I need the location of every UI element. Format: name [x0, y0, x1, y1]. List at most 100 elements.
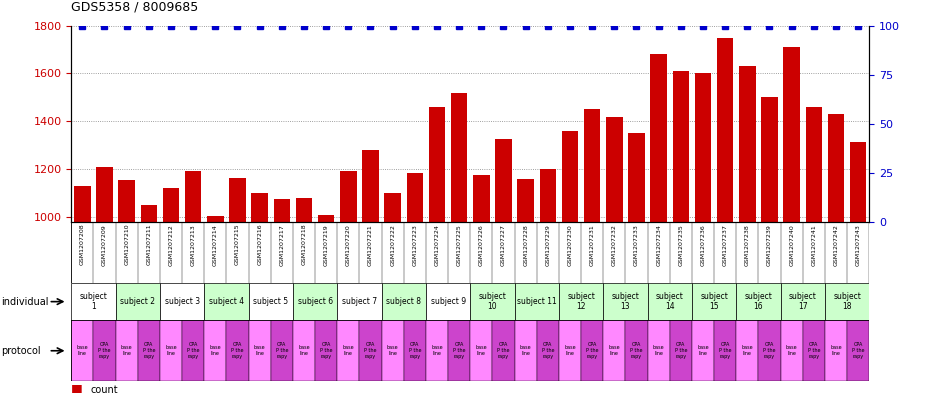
Text: base
line: base line	[520, 345, 531, 356]
Text: base
line: base line	[121, 345, 132, 356]
Text: subject
17: subject 17	[788, 292, 817, 311]
Bar	[426, 283, 470, 320]
Text: subject
13: subject 13	[612, 292, 639, 311]
Text: subject 9: subject 9	[430, 297, 466, 306]
Text: subject
12: subject 12	[567, 292, 595, 311]
Text: ■: ■	[71, 382, 83, 393]
Text: individual: individual	[1, 297, 48, 307]
Bar	[249, 320, 271, 381]
Text: GSM1207210: GSM1207210	[124, 224, 129, 266]
Text: GSM1207239: GSM1207239	[767, 224, 772, 266]
Text: subject 11: subject 11	[517, 297, 557, 306]
Bar	[515, 283, 559, 320]
Text: CPA
P the
rapy: CPA P the rapy	[630, 342, 643, 359]
Bar	[827, 114, 845, 393]
Bar	[603, 320, 625, 381]
Text: GSM1207228: GSM1207228	[523, 224, 528, 266]
Bar	[141, 205, 157, 393]
Text: CPA
P the
rapy: CPA P the rapy	[542, 342, 554, 359]
Bar	[825, 320, 847, 381]
Bar	[628, 133, 645, 393]
Text: GSM1207223: GSM1207223	[412, 224, 417, 266]
Text: GSM1207234: GSM1207234	[656, 224, 661, 266]
Bar	[692, 283, 736, 320]
Bar	[625, 320, 648, 381]
Text: GDS5358 / 8009685: GDS5358 / 8009685	[71, 1, 199, 14]
Text: base
line: base line	[387, 345, 398, 356]
Text: GSM1207208: GSM1207208	[80, 224, 85, 266]
Bar	[559, 283, 603, 320]
Bar	[428, 107, 446, 393]
Text: base
line: base line	[165, 345, 177, 356]
Text: subject 5: subject 5	[254, 297, 288, 306]
Bar	[850, 142, 866, 393]
Bar	[717, 37, 733, 393]
Bar	[561, 131, 579, 393]
Bar	[825, 283, 869, 320]
Text: base
line: base line	[298, 345, 310, 356]
Bar	[271, 320, 293, 381]
Bar	[385, 193, 401, 393]
Bar	[293, 320, 315, 381]
Bar	[160, 283, 204, 320]
Bar	[182, 320, 204, 381]
Text: CPA
P the
rapy: CPA P the rapy	[364, 342, 377, 359]
Text: GSM1207236: GSM1207236	[700, 224, 706, 266]
Text: subject 7: subject 7	[342, 297, 377, 306]
Bar	[407, 173, 423, 393]
Text: protocol: protocol	[1, 346, 41, 356]
Text: CPA
P the
rapy: CPA P the rapy	[408, 342, 421, 359]
Text: CPA
P the
rapy: CPA P the rapy	[98, 342, 111, 359]
Text: CPA
P the
rapy: CPA P the rapy	[586, 342, 598, 359]
Text: CPA
P the
rapy: CPA P the rapy	[808, 342, 820, 359]
Text: GSM1207238: GSM1207238	[745, 224, 750, 266]
Text: GSM1207229: GSM1207229	[545, 224, 550, 266]
Bar	[204, 320, 226, 381]
Text: GSM1207224: GSM1207224	[434, 224, 440, 266]
Bar	[337, 320, 359, 381]
Bar	[119, 180, 135, 393]
Text: subject 6: subject 6	[297, 297, 332, 306]
Text: GSM1207220: GSM1207220	[346, 224, 351, 266]
Bar	[229, 178, 246, 393]
Text: GSM1207227: GSM1207227	[501, 224, 506, 266]
Text: CPA
P the
rapy: CPA P the rapy	[142, 342, 155, 359]
Bar	[470, 283, 515, 320]
Bar	[559, 320, 581, 381]
Bar	[162, 189, 180, 393]
Bar	[448, 320, 470, 381]
Text: base
line: base line	[830, 345, 842, 356]
Text: subject 2: subject 2	[121, 297, 155, 306]
Bar	[492, 320, 515, 381]
Text: subject
16: subject 16	[745, 292, 772, 311]
Text: GSM1207219: GSM1207219	[324, 224, 329, 266]
Bar	[784, 47, 800, 393]
Bar	[651, 54, 667, 393]
Bar	[670, 320, 692, 381]
Text: GSM1207213: GSM1207213	[191, 224, 196, 266]
Bar	[295, 198, 313, 393]
Bar	[606, 117, 622, 393]
Bar	[758, 320, 781, 381]
Bar	[694, 73, 712, 393]
Text: base
line: base line	[786, 345, 797, 356]
Text: CPA
P the
rapy: CPA P the rapy	[852, 342, 864, 359]
Bar	[96, 167, 113, 393]
Bar	[495, 140, 512, 393]
Text: CPA
P the
rapy: CPA P the rapy	[187, 342, 200, 359]
Bar	[204, 283, 249, 320]
Bar	[71, 283, 116, 320]
Bar	[252, 193, 268, 393]
Bar	[382, 320, 404, 381]
Text: CPA
P the
rapy: CPA P the rapy	[276, 342, 288, 359]
Bar	[673, 71, 689, 393]
Bar	[274, 199, 290, 393]
Text: subject
18: subject 18	[833, 292, 861, 311]
Text: GSM1207211: GSM1207211	[146, 224, 151, 266]
Bar	[648, 283, 692, 320]
Text: subject
15: subject 15	[700, 292, 728, 311]
Text: GSM1207233: GSM1207233	[634, 224, 639, 266]
Bar	[340, 171, 356, 393]
Bar	[160, 320, 182, 381]
Text: CPA
P the
rapy: CPA P the rapy	[497, 342, 510, 359]
